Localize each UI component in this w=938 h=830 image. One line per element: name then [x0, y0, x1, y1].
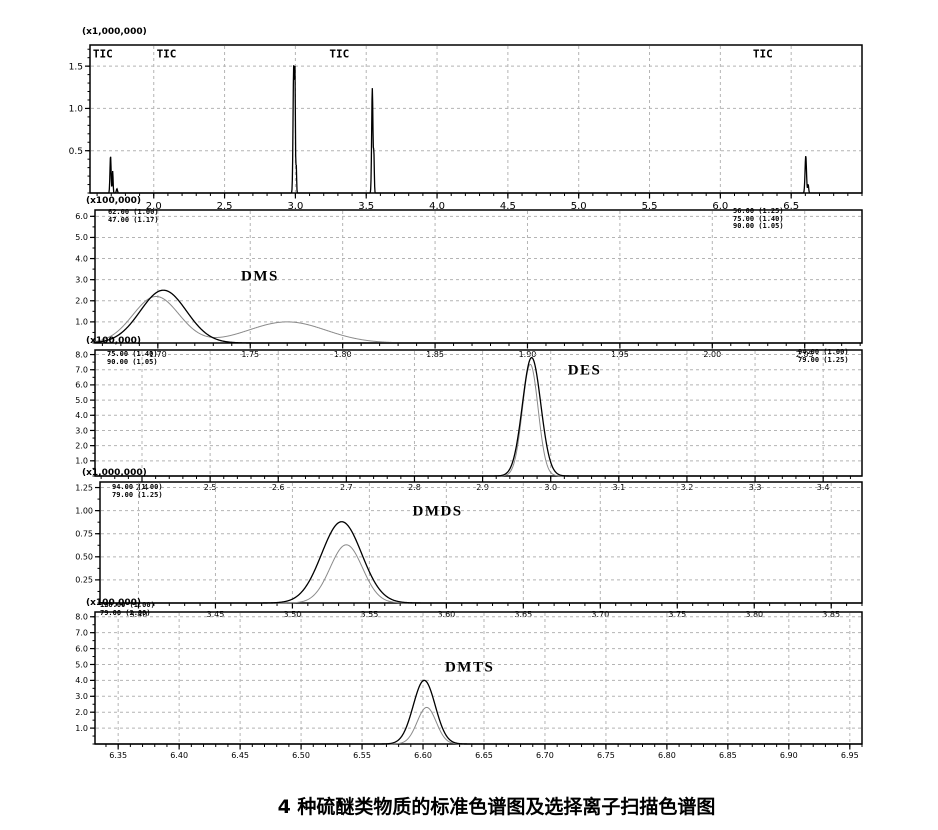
x-tick-label: 3.45 [207, 610, 225, 619]
y-tick-label: 0.5 [69, 147, 83, 157]
trace-DMTS-quantifier [95, 679, 862, 745]
x-tick-label: 6.50 [292, 751, 310, 760]
x-tick-label: 1.75 [241, 350, 259, 359]
panel-dmts: 6.35 6.40 6.45 6.50 6.55 6.60 6.65 6.70 6.75 6.80… [75, 611, 863, 760]
x-tick-label: 2.5 [217, 201, 233, 212]
trace-DES-quantifier [95, 356, 862, 477]
x-tick-label: 6.70 [536, 751, 554, 760]
x-tick-label: 6.60 [414, 751, 432, 760]
x-tick-label: 2.00 [703, 350, 721, 359]
trace-TIC [90, 65, 862, 194]
x-tick-label: 3.50 [284, 610, 302, 619]
annotation-dmts: DMTS [445, 660, 494, 676]
y-tick-label: 5.0 [75, 396, 88, 405]
x-tick-label: 3.75 [668, 610, 686, 619]
y-tick-label: 4.0 [75, 254, 88, 263]
trace-DMDS-quantifier [100, 521, 862, 604]
x-tick-label: 6.80 [658, 751, 676, 760]
panel-dmds: 3.40 3.45 3.50 3.55 3.60 3.65 3.70 3.75 3.80 3.85… [75, 481, 863, 619]
x-tick-label: 4.5 [500, 201, 516, 212]
x-tick-label: 2.4 [136, 483, 149, 492]
figure-caption: 4 种硫醚类物质的标准色谱图及选择离子扫描色谱图 [277, 796, 716, 818]
x-tick-label: 3.65 [514, 610, 532, 619]
y-tick-label: 8.0 [75, 613, 88, 622]
y-tick-label: 0.50 [75, 553, 93, 562]
x-tick-label: 6.65 [475, 751, 493, 760]
x-tick-label: 6.90 [780, 751, 798, 760]
x-tick-label: 2.9 [476, 483, 489, 492]
y-tick-label: 8.0 [75, 350, 88, 359]
y-tick-label: 3.0 [75, 692, 88, 701]
x-tick-label: 3.2 [681, 483, 694, 492]
annotation-dms: DMS [241, 269, 279, 285]
x-tick-label: 5.0 [571, 201, 587, 212]
x-tick-label: 6.45 [231, 751, 249, 760]
y-tick-label: 5.0 [75, 233, 88, 242]
x-tick-label: 3.5 [358, 201, 374, 212]
x-tick-label: 6.0 [712, 201, 728, 212]
annotation-tic: TIC [753, 48, 773, 61]
y-tick-label: 1.25 [75, 483, 93, 492]
annotation-tic: TIC [157, 48, 177, 61]
y-tick-label: 2.0 [75, 441, 88, 450]
panel-dms: 1.70 1.75 1.80 1.85 1.90 1.95 2.00 2.051.02.03.… [75, 209, 863, 359]
y-tick-label: 4.0 [75, 411, 88, 420]
panel-tic: 2.0 2.5 3.0 3.5 4.0 4.5 5.0 5.5 6.0 6.5 0.5 1.0 1.5 T… [69, 44, 863, 212]
y-tick-label: 2.0 [75, 297, 88, 306]
trace-DMDS-qualifier [100, 544, 862, 604]
annotation-dmds: DMDS [412, 503, 462, 519]
y-tick-label: 6.0 [75, 381, 88, 390]
y-tick-label: 5.0 [75, 660, 88, 669]
y-tick-label: 6.0 [75, 644, 88, 653]
x-tick-label: 3.55 [360, 610, 378, 619]
x-tick-label: 6.5 [783, 201, 799, 212]
x-tick-label: 1.90 [519, 350, 537, 359]
y-tick-label: 0.75 [75, 530, 93, 539]
x-tick-label: 6.75 [597, 751, 615, 760]
x-tick-label: 5.5 [642, 201, 658, 212]
y-tick-label: 1.0 [75, 724, 88, 733]
y-tick-label: 1.0 [69, 105, 84, 115]
x-tick-label: 3.70 [591, 610, 609, 619]
y-tick-label: 4.0 [75, 676, 88, 685]
annotation-tic: TIC [329, 48, 349, 61]
x-tick-label: 2.7 [340, 483, 353, 492]
x-tick-label: 6.95 [841, 751, 859, 760]
x-tick-label: 6.85 [719, 751, 737, 760]
trace-DMTS-qualifier [95, 706, 862, 745]
y-tick-label: 1.5 [69, 62, 83, 72]
y-tick-label: 1.00 [75, 506, 93, 515]
y-tick-label: 3.0 [75, 426, 88, 435]
x-tick-label: 2.0 [146, 201, 162, 212]
y-tick-label: 0.25 [75, 576, 93, 585]
annotation-des: DES [568, 362, 602, 378]
x-tick-label: 3.60 [437, 610, 455, 619]
x-tick-label: 3.0 [287, 201, 303, 212]
x-tick-label: 3.85 [822, 610, 840, 619]
x-tick-label: 3.80 [745, 610, 763, 619]
y-tick-label: 1.0 [75, 457, 88, 466]
y-tick-label: 6.0 [75, 212, 88, 221]
panel-des: 2.4 2.5 2.6 2.7 2.8 2.9 3.0 3.1 3.2 3.3 3.41.02.03… [75, 349, 863, 492]
x-tick-label: 1.85 [426, 350, 444, 359]
trace-DMS-quantifier [94, 289, 862, 344]
x-tick-label: 3.0 [544, 483, 557, 492]
y-tick-label: 2.0 [75, 708, 88, 717]
x-tick-label: 2.6 [272, 483, 285, 492]
y-tick-label: 7.0 [75, 628, 88, 637]
y-tick-label: 1.0 [75, 318, 88, 327]
x-tick-label: 4.0 [429, 201, 445, 212]
x-tick-label: 6.35 [109, 751, 127, 760]
x-tick-label: 3.40 [130, 610, 148, 619]
x-tick-label: 6.55 [353, 751, 371, 760]
y-tick-label: 3.0 [75, 275, 88, 284]
y-tick-label: 7.0 [75, 366, 88, 375]
annotation-tic: TIC [93, 48, 113, 61]
x-tick-label: 6.40 [170, 751, 188, 760]
